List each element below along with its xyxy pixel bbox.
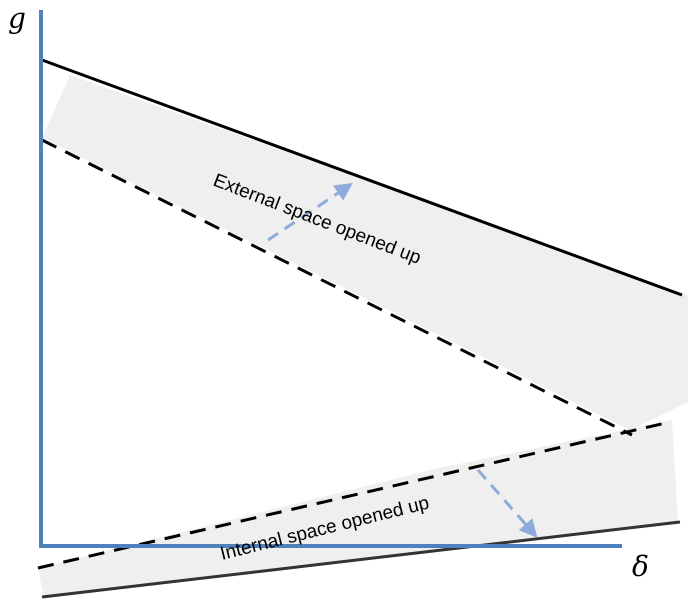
external-arrow [267,182,353,242]
internal-arrow [476,469,538,538]
lower-dashed-line [37,420,671,570]
x-axis-label: δ [632,550,649,583]
upper-solid-line [41,58,683,297]
lower-solid-line [41,520,681,599]
external-space-region [42,75,688,430]
y-axis-label: g [8,2,26,35]
upper-dashed-line [41,138,633,437]
internal-space-region [38,420,678,598]
